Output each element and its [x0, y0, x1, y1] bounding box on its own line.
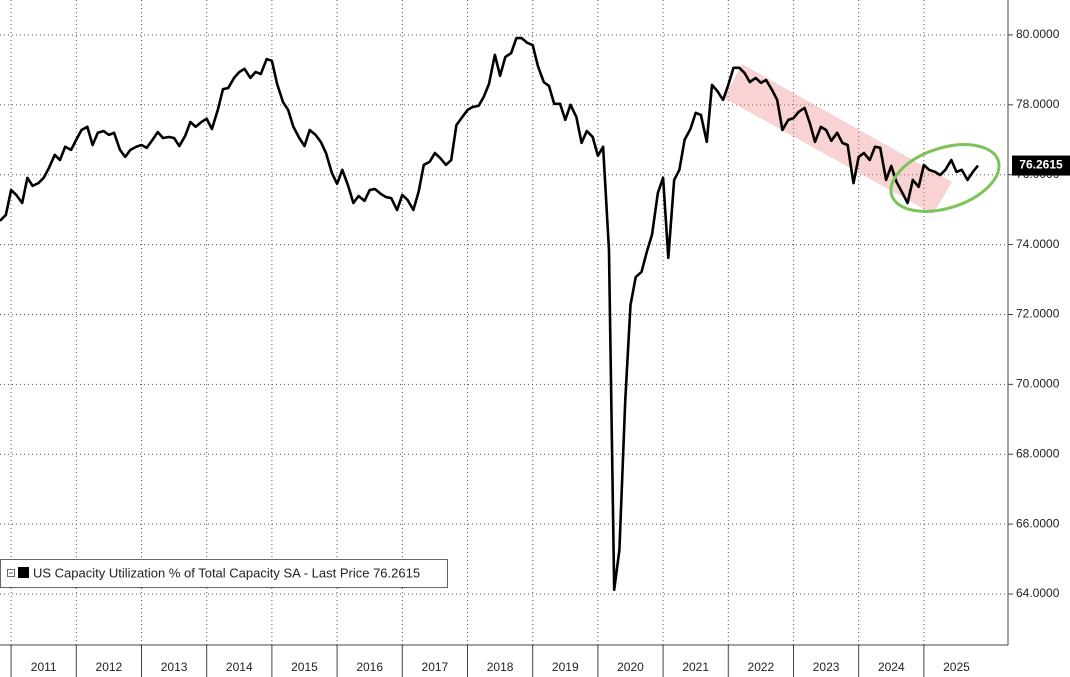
x-tick-label: 2014 — [226, 660, 253, 674]
recent-highlight — [889, 143, 1001, 213]
x-tick-label: 2022 — [748, 660, 775, 674]
x-tick-label: 2020 — [617, 660, 644, 674]
legend-label: US Capacity Utilization % of Total Capac… — [33, 565, 420, 580]
legend-box — [0, 559, 448, 588]
last-price-label: 76.2615 — [1019, 158, 1063, 172]
legend-toggle[interactable] — [7, 569, 15, 577]
line — [0, 36, 980, 592]
x-tick-label: 2016 — [356, 660, 383, 674]
y-tick-label: 68.0000 — [1016, 446, 1060, 460]
plot — [0, 36, 980, 592]
x-tick-label: 2017 — [422, 660, 449, 674]
x-tick-label: 2024 — [878, 660, 905, 674]
last-price-tag — [1012, 155, 1070, 176]
legend-swatch — [18, 567, 29, 578]
y-tick-label: 74.0000 — [1016, 237, 1060, 251]
x-tick-label: 2021 — [682, 660, 709, 674]
x-tick-label: 2011 — [31, 660, 57, 674]
x-tick-label: 2018 — [487, 660, 514, 674]
y-tick-label: 72.0000 — [1016, 307, 1060, 321]
grid — [0, 0, 1008, 645]
y-tick-label: 66.0000 — [1016, 516, 1060, 530]
x-tick-label: 2023 — [813, 660, 840, 674]
x-tick-label: 2013 — [161, 660, 188, 674]
x-tick-label: 2019 — [552, 660, 579, 674]
y-tick-label: 70.0000 — [1016, 377, 1060, 391]
x-tick-label: 2015 — [291, 660, 318, 674]
y-tick-label: 80.0000 — [1016, 27, 1060, 41]
x-tick-label: 2025 — [943, 660, 970, 674]
x-tick-label: 2012 — [96, 660, 123, 674]
legend: US Capacity Utilization % of Total Capac… — [0, 559, 448, 588]
y-tick-label: 64.0000 — [1016, 586, 1060, 600]
y-tick-label: 78.0000 — [1016, 97, 1060, 111]
